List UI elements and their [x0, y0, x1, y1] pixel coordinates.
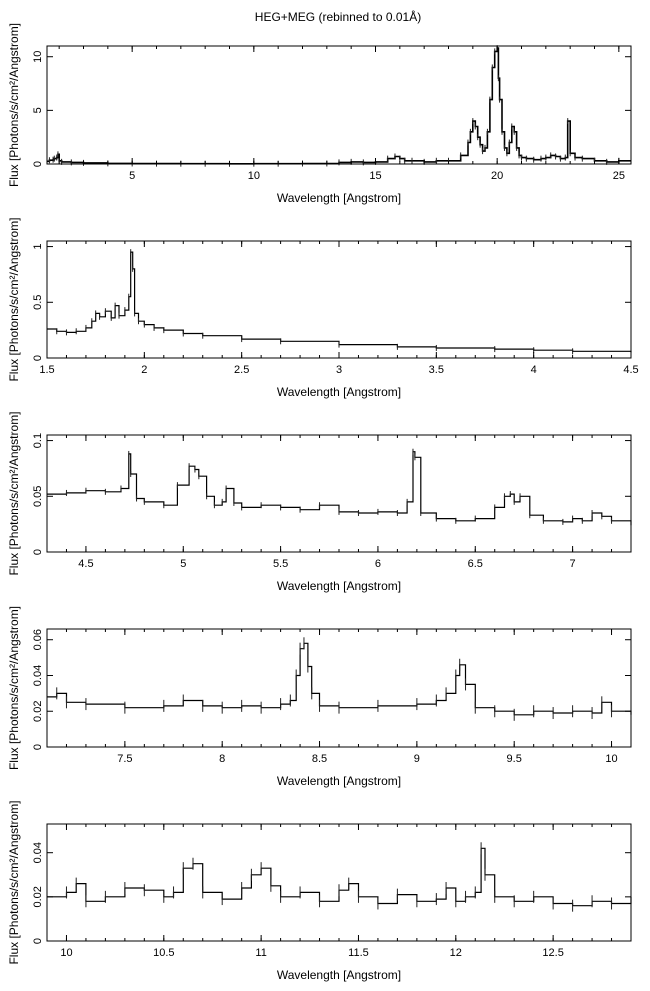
data-line [47, 47, 631, 165]
x-axis-label: Wavelength [Angstrom] [277, 579, 401, 593]
x-tick-label: 8 [219, 753, 225, 765]
plot-frame [46, 628, 632, 748]
y-tick-label: 10 [32, 51, 44, 63]
x-tick-label: 15 [369, 170, 381, 182]
y-axis-label: Flux [Photons/s/cm²/Angstrom] [7, 217, 21, 381]
x-tick-label: 4 [531, 364, 537, 376]
y-tick-label: 0 [32, 938, 44, 944]
x-tick-label: 25 [613, 170, 625, 182]
y-tick-label: 0.02 [32, 701, 44, 722]
x-axis-label: Wavelength [Angstrom] [277, 191, 401, 205]
y-tick-label: 1 [32, 244, 44, 250]
y-tick-label: 0.04 [32, 665, 44, 686]
x-tick-label: 6.5 [468, 558, 483, 570]
panel-2: 1.5 2 2.5 3 3.5 4 4.5 0 0.5 1 Wavelength [Angstrom… [7, 217, 639, 399]
x-axis-label: Wavelength [Angstrom] [277, 385, 401, 399]
x-tick-label: 9.5 [507, 753, 522, 765]
x-tick-label: 9 [414, 753, 420, 765]
y-tick-label: 0.5 [32, 295, 44, 310]
x-tick-label: 2 [141, 364, 147, 376]
x-tick-label: 2.5 [234, 364, 249, 376]
y-tick-label: 0.02 [32, 886, 44, 907]
x-tick-label: 6 [375, 558, 381, 570]
x-tick-label: 7 [570, 558, 576, 570]
plot-frame [46, 434, 632, 553]
figure-title: HEG+MEG (rebinned to 0.01Å) [255, 9, 421, 24]
x-tick-label: 3 [336, 364, 342, 376]
plot-frame [46, 823, 632, 942]
x-tick-label: 20 [491, 170, 503, 182]
x-tick-label: 11 [255, 947, 266, 959]
y-tick-label: 0 [32, 355, 44, 361]
panel-1: 5 10 15 20 25 0 5 10 Wavelength [Angstrom] Flux [… [7, 23, 632, 205]
data-line [47, 251, 632, 353]
x-axis-label: Wavelength [Angstrom] [277, 774, 401, 788]
x-tick-label: 4.5 [78, 558, 93, 570]
x-tick-label: 1.5 [39, 364, 54, 376]
x-axis-label: Wavelength [Angstrom] [277, 968, 401, 982]
y-axis-label: Flux [Photons/s/cm²/Angstrom] [7, 800, 21, 964]
y-axis-label: Flux [Photons/s/cm²/Angstrom] [7, 23, 21, 187]
x-tick-label: 3.5 [429, 364, 444, 376]
x-tick-label: 4.5 [623, 364, 638, 376]
x-tick-label: 5 [180, 558, 186, 570]
panel-3: 4.5 5 5.5 6 6.5 7 0 0.05 0.1 Wavelength [Angstrom… [7, 411, 632, 593]
x-tick-label: 8.5 [312, 753, 327, 765]
x-tick-label: 7.5 [117, 753, 132, 765]
y-tick-label: 0 [32, 549, 44, 555]
x-tick-label: 10 [60, 947, 72, 959]
y-tick-label: 0.1 [32, 433, 44, 448]
y-tick-label: 0.06 [32, 629, 44, 650]
x-tick-label: 5.5 [273, 558, 288, 570]
x-tick-label: 12 [450, 947, 462, 959]
x-tick-label: 10.5 [153, 947, 174, 959]
y-axis-label: Flux [Photons/s/cm²/Angstrom] [7, 606, 21, 770]
x-tick-label: 10 [605, 753, 617, 765]
x-tick-label: 11.5 [348, 947, 369, 959]
x-tick-label: 5 [129, 170, 135, 182]
y-tick-label: 0.04 [32, 842, 44, 863]
x-tick-label: 10 [248, 170, 260, 182]
x-tick-label: 12.5 [542, 947, 563, 959]
panel-4: 7.5 8 8.5 9 9.5 10 0 0.02 0.04 0.06 Wavelength [An… [7, 606, 632, 788]
data-line [47, 847, 632, 907]
y-tick-label: 0 [32, 744, 44, 750]
plot-frame [46, 45, 632, 165]
y-tick-label: 0.05 [32, 486, 44, 507]
y-axis-label: Flux [Photons/s/cm²/Angstrom] [7, 411, 21, 575]
y-tick-label: 5 [32, 107, 44, 113]
panel-5: 10 10.5 11 11.5 12 12.5 0 0.02 0.04 Wavelength [A… [7, 800, 632, 982]
y-tick-label: 0 [32, 161, 44, 167]
